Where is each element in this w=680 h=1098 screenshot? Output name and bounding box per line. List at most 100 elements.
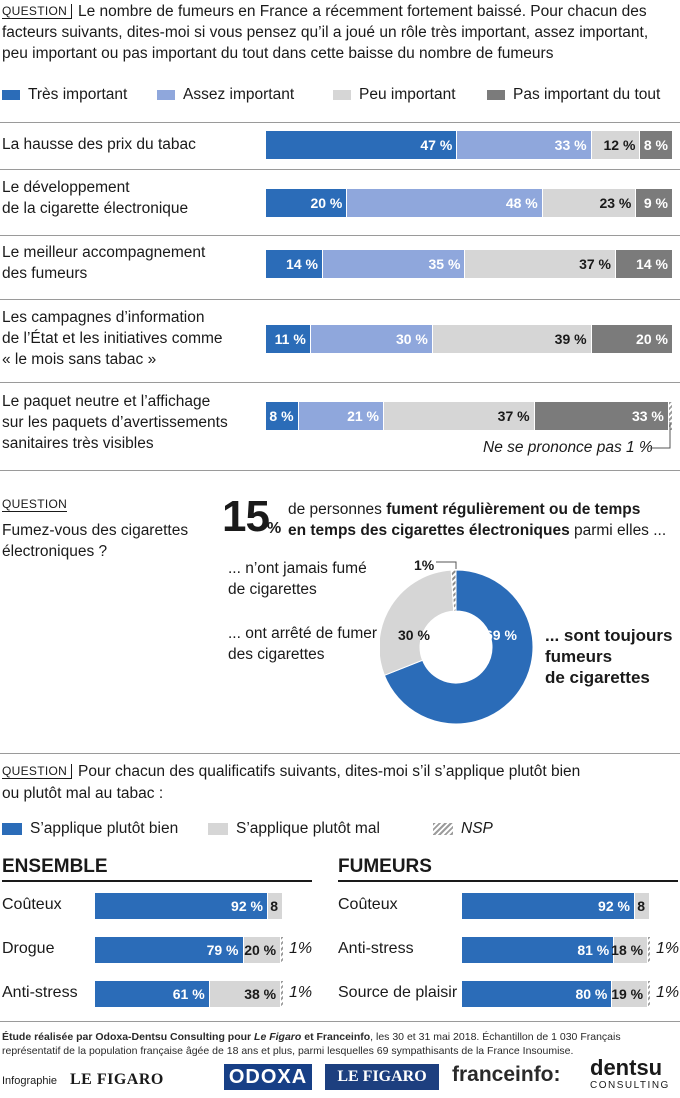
- title-rule: [2, 880, 312, 882]
- donut-label-toujours: 69 %: [485, 627, 517, 643]
- source-text: , les 30 et 31 mai 2018. Échantillon de …: [2, 1031, 621, 1057]
- bar-segment: 37 %: [465, 250, 616, 278]
- divider: [0, 753, 680, 754]
- legend-label: S’applique plutôt bien: [30, 820, 179, 837]
- data-label: 38 %: [244, 986, 277, 1002]
- title-fumeurs: FUMEURS: [338, 856, 432, 877]
- legend-assez: Assez important: [157, 86, 294, 104]
- label-line: ... ont arrêté de fumer: [228, 625, 378, 642]
- figaro-logo: LE FIGARO: [325, 1064, 439, 1090]
- bar-segment: 37 %: [384, 402, 535, 430]
- source-note: Étude réalisée par Odoxa-Dentsu Consulti…: [2, 1030, 678, 1058]
- legend-bien: S’applique plutôt bien: [2, 820, 178, 838]
- bar-segment: 80 %: [462, 981, 613, 1007]
- data-label: 21 %: [347, 408, 380, 424]
- bar-segment: 39 %: [432, 325, 592, 353]
- row-label: Coûteux: [2, 896, 62, 913]
- donut-slice: [450, 569, 457, 612]
- bar-segment: 8 %: [266, 402, 299, 430]
- row-label-line: de l’État et les initiatives comme: [2, 330, 223, 347]
- data-label: 39 %: [554, 331, 587, 347]
- question-tag: QUESTION: [2, 4, 73, 19]
- bar-segment: [648, 981, 652, 1007]
- data-label: 8: [270, 898, 278, 914]
- infographie-label: Infographie: [2, 1075, 58, 1087]
- headline-bold: en temps des cigarettes électroniques: [288, 522, 570, 539]
- bar-segment: 11 %: [266, 325, 311, 353]
- bar-segment: 33 %: [534, 402, 669, 430]
- row-label-line: sanitaires très visibles: [2, 435, 154, 452]
- data-label: 20 %: [310, 195, 343, 211]
- bar-segment: 92 %: [95, 893, 268, 919]
- label-line: ... n’ont jamais fumé: [228, 560, 367, 577]
- bar-segment: 38 %: [209, 981, 282, 1007]
- legend-label: Peu important: [359, 86, 456, 103]
- label-arrete: ... ont arrêté de fumer des cigarettes: [228, 623, 377, 665]
- legend-swatch: [157, 90, 175, 100]
- bar-segment: 23 %: [542, 189, 637, 217]
- bar-segment: [668, 402, 673, 430]
- data-label: 33 %: [631, 408, 664, 424]
- data-label: 18 %: [611, 942, 644, 958]
- data-label: 19 %: [611, 986, 644, 1002]
- data-label: 48 %: [505, 195, 538, 211]
- row-label-line: des fumeurs: [2, 265, 88, 282]
- question-tag: QUESTION: [2, 497, 68, 512]
- row-label: Drogue: [2, 940, 55, 957]
- nsp-annotation: Ne se prononce pas 1 %: [483, 439, 653, 456]
- data-label: 37 %: [579, 256, 611, 272]
- row-label: La hausse des prix du tabac: [2, 134, 196, 155]
- data-label: 8 %: [269, 408, 294, 424]
- bar-segment: 14 %: [266, 250, 323, 278]
- row-label-line: « le mois sans tabac »: [2, 351, 157, 368]
- bar-segment: 21 %: [298, 402, 385, 430]
- donut-chart: 69 % 30 %: [380, 561, 534, 725]
- nsp-label: 1%: [289, 940, 313, 957]
- legend-nsp: NSP: [433, 820, 493, 838]
- row-label: Le meilleur accompagnement des fumeurs: [2, 242, 205, 284]
- divider: [0, 1021, 680, 1022]
- stacked-bar: 47 % 33 % 12 % 8 %: [266, 131, 673, 159]
- data-label: 9 %: [643, 195, 668, 211]
- question-line: électroniques ?: [2, 543, 108, 560]
- data-label: 47 %: [420, 137, 453, 153]
- source-bold: Étude réalisée par Odoxa-Dentsu Consulti…: [2, 1031, 255, 1043]
- stacked-bar: 20 % 48 % 23 % 9 %: [266, 189, 673, 217]
- divider: [0, 235, 680, 236]
- franceinfo-logo: franceinfo:: [452, 1063, 561, 1086]
- data-label: 11 %: [274, 331, 306, 347]
- data-label: 92 %: [598, 898, 630, 914]
- row-label-line: Le développement: [2, 179, 130, 196]
- question-line: ou plutôt mal au tabac :: [2, 785, 164, 802]
- legend-swatch: [2, 90, 20, 100]
- question-line: facteurs suivants, dites-moi si vous pen…: [2, 24, 649, 41]
- question-line: peu important ou pas important du tout d…: [2, 45, 554, 62]
- legend-label: NSP: [461, 820, 493, 837]
- label-jamais: ... n’ont jamais fumé de cigarettes: [228, 558, 367, 600]
- data-label: 20 %: [244, 942, 277, 958]
- stacked-bar: 80 % 19 %: [462, 981, 652, 1007]
- nsp-leader-line: [650, 422, 671, 449]
- data-label: 35 %: [428, 256, 461, 272]
- stacked-bar: 81 % 18 %: [462, 937, 652, 963]
- stacked-bar: 92 % 8: [95, 893, 283, 919]
- row-label: Le paquet neutre et l’affichage sur les p…: [2, 391, 228, 454]
- stacked-bar: 61 % 38 %: [95, 981, 285, 1007]
- donut-label-arrete: 30 %: [398, 627, 430, 643]
- data-label: 37 %: [497, 408, 530, 424]
- stacked-bar: 11 % 30 % 39 % 20 %: [266, 325, 673, 353]
- legend-label: Assez important: [183, 86, 295, 103]
- question-line: Le nombre de fumeurs en France a récemme…: [78, 3, 647, 20]
- bar-segment: 18 %: [611, 937, 649, 963]
- bar-segment: 8 %: [640, 131, 673, 159]
- figaro-logo-small: LE FIGARO: [70, 1071, 164, 1088]
- question-line: Pour chacun des qualificatifs suivants, …: [78, 763, 581, 780]
- legend-swatch: [2, 823, 22, 835]
- stacked-bar: 79 % 20 %: [95, 937, 285, 963]
- bar-segment: 19 %: [611, 981, 649, 1007]
- label-line: fumeurs: [545, 647, 613, 666]
- data-label: 81 %: [577, 942, 610, 958]
- data-label: 20 %: [636, 331, 668, 347]
- legend-swatch: [487, 90, 505, 100]
- data-label: 33 %: [554, 137, 587, 153]
